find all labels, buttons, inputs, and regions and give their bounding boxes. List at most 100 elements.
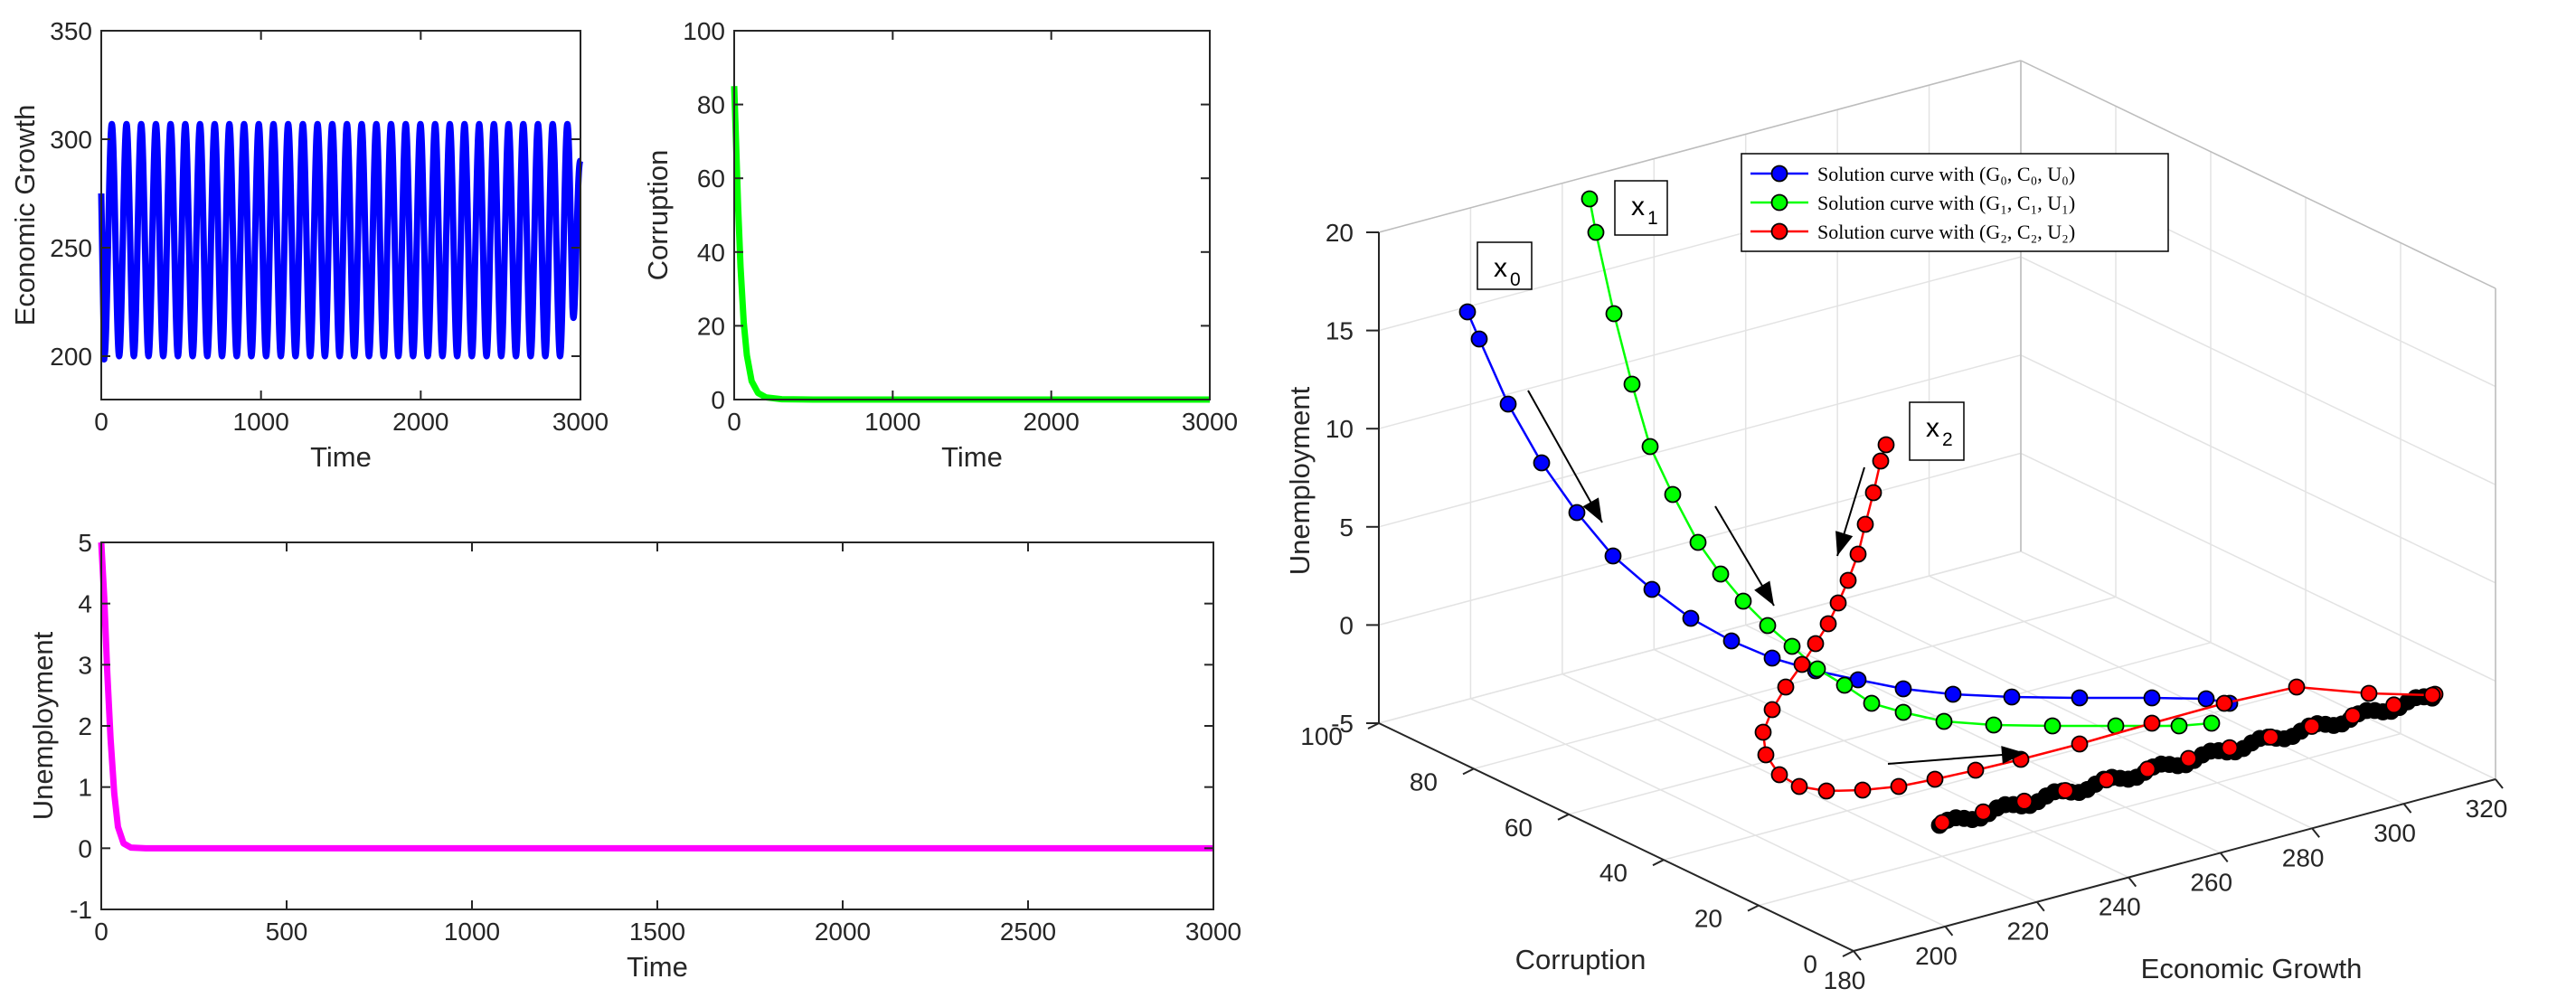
annotation-subscript: 1 [1647,208,1658,229]
x-tick-mark [2495,778,2504,789]
annotation-box [1909,401,1965,461]
series-blue-point [1470,330,1488,348]
attractor-red-point [2385,696,2402,714]
series-green-point [1759,617,1777,635]
plot-frame [100,30,581,400]
y-tick-label: 250 [50,234,92,262]
grid-line [1378,551,2022,724]
grid-line [1929,575,2404,805]
series-red-point [2071,735,2089,753]
x-tick-label: 180 [1824,966,1866,994]
grid-line [2020,256,2496,485]
attractor-red-point [2261,728,2279,746]
y-tick-label: 60 [697,165,725,193]
attractor-red-point [1933,814,1951,832]
arrow-red-head [1835,531,1854,556]
series-red-point [1770,766,1788,784]
attractor-red-point [2015,792,2033,810]
plot-frame [100,541,1214,910]
y-tick-label: 100 [1300,722,1343,750]
grid-line [1473,596,2117,770]
y-axis-label: Unemployment [27,631,59,820]
annotation-box [1614,180,1668,236]
arrow-blue-head [1582,497,1602,523]
box-edge [2020,60,2496,289]
series-red-point [1856,515,1874,533]
series-line [731,86,1210,403]
growth-panel: 0 1000 2000 3000 200 250 300 350 Time Economic Gr… [9,17,609,473]
legend-label: Solution curve with (G₀, C₀, U₀) [1817,163,2075,185]
annotation-label: x [1494,253,1507,283]
series-green-point [2203,714,2221,732]
arrow-green-head [1754,580,1774,606]
annotation-label: x [1926,413,1939,443]
y-tick-label: 60 [1505,814,1533,842]
series-green-point [1783,637,1801,655]
y-tick-label: 2 [78,712,92,740]
y-tick-label: 20 [697,312,725,340]
x-tick-label: 260 [2190,868,2232,896]
series-red-point [1877,436,1895,454]
y-tick-label: 200 [50,343,92,371]
attractor-red-point [1975,803,1992,821]
attractor-red-point [2303,718,2321,735]
x-tick-label: 1000 [444,918,500,946]
x-tick-label: 3000 [1182,408,1238,436]
series-red-point [1817,782,1835,800]
series-green-point [1581,190,1599,208]
x-tick-label: 0 [727,408,741,436]
series-red-line [1761,444,2433,793]
x-tick-mark [1853,950,1862,961]
annotation-box [1477,241,1533,290]
x-tick-label: 220 [2006,918,2049,946]
corruption-panel: 0 1000 2000 3000 0 20 40 60 80 100 Time Corruption [642,17,1238,473]
z-tick-label: 10 [1326,415,1354,443]
arrow-attractor-head [2001,746,2025,765]
series-green-point [1808,660,1826,678]
series-red-point [1819,615,1837,633]
box-edge [1378,60,2022,233]
grid-line [2020,452,2496,683]
z-tick-label: 0 [1339,611,1354,639]
grid-line [2020,354,2496,584]
series-red-point [2215,694,2233,712]
series-green-point [1664,485,1682,504]
series-red-point [1777,678,1795,696]
legend-label: Solution curve with (G₂, C₂, U₂) [1817,221,2075,243]
series-green-point [1863,694,1881,712]
y-tick-mark [1462,767,1475,776]
y-tick-label: 100 [683,17,725,45]
unemployment-panel: 0 500 1000 1500 2000 2500 3000-1012345TimeUnem… [27,529,1241,983]
x-tick-mark [2311,827,2320,838]
z-axis-label: Unemployment [1284,386,1316,575]
y-tick-label: 4 [78,590,92,618]
series-green-point [2170,717,2188,735]
series-blue-point [1682,609,1700,627]
attractor-red-point [2056,782,2074,799]
z-tick-label: 5 [1339,513,1354,541]
x-tick-label: 2500 [1000,918,1056,946]
series-green-point [1985,716,2003,734]
x-axis-label: Economic Growth [2141,953,2363,984]
series-red-point [1872,452,1890,470]
z-tick-label: -5 [1331,710,1354,738]
series-blue-point [2197,690,2215,708]
y-tick-label: 1 [78,774,92,802]
series-green-point [1835,676,1854,694]
series-blue-point [1533,454,1551,472]
x-tick-mark [2402,803,2412,814]
series-blue-point [1604,547,1622,565]
series-red-point [1754,723,1772,741]
legend-marker [1770,165,1788,183]
attractor-red-point [2138,760,2156,778]
x-tick-label: 3000 [1185,918,1241,946]
x-tick-label: 500 [266,918,308,946]
x-axis-label: Time [941,441,1003,473]
series-red-point [1926,770,1944,788]
series-red-point [1849,545,1867,563]
series-green-point [1623,375,1641,393]
series-line [98,120,584,363]
series-green-point [1605,305,1623,323]
grid-line [1568,642,2212,815]
z-tick-label: 15 [1326,317,1354,345]
